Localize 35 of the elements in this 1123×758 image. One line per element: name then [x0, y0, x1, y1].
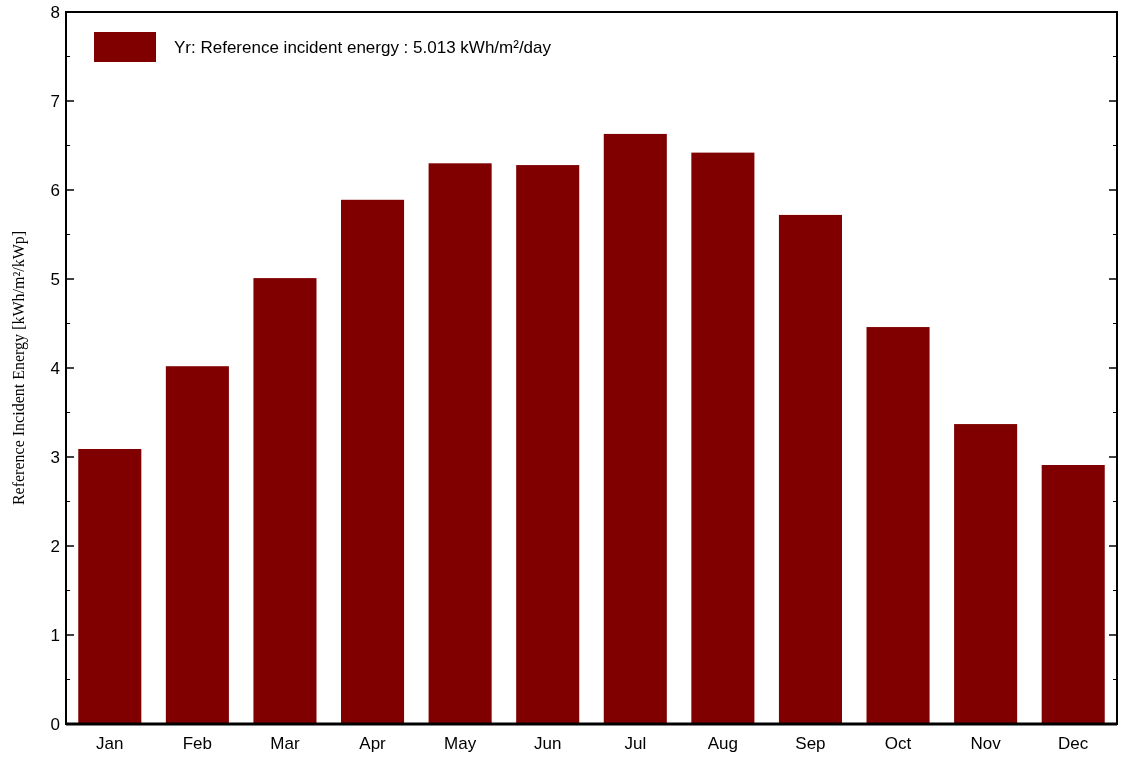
bar: [778, 214, 842, 724]
x-tick-label: Aug: [707, 734, 738, 753]
legend-label: Yr: Reference incident energy : 5.013 kWh/m²/day: [174, 37, 552, 57]
x-tick-label: Mar: [270, 734, 300, 753]
y-tick-label: 8: [50, 2, 60, 22]
y-tick-label: 2: [50, 536, 60, 556]
x-tick-label: Sep: [795, 734, 826, 753]
y-tick-label: 5: [50, 269, 60, 289]
bar: [954, 424, 1018, 724]
y-tick-label: 3: [50, 447, 60, 467]
x-tick-label: Jul: [624, 734, 647, 753]
bar: [428, 163, 492, 724]
bar: [1041, 465, 1105, 724]
bar: [78, 448, 142, 724]
bar: [691, 152, 755, 724]
y-tick-label: 4: [50, 358, 60, 378]
x-tick-label: Jun: [534, 734, 562, 753]
x-tick-label: Apr: [359, 734, 387, 753]
bar: [603, 133, 667, 724]
x-tick-label: May: [444, 734, 477, 753]
y-tick-label: 7: [50, 91, 60, 111]
y-tick-label: 6: [50, 180, 60, 200]
bar: [341, 199, 405, 724]
bar: [165, 366, 229, 724]
y-axis-title: Reference Incident Energy [kWh/m²/kWp]: [10, 230, 28, 506]
x-tick-label: Oct: [884, 734, 912, 753]
x-tick-label: Feb: [182, 734, 213, 753]
x-tick-label: Nov: [970, 734, 1002, 753]
x-tick-label: Dec: [1058, 734, 1089, 753]
x-tick-label: Jan: [96, 734, 124, 753]
bar: [866, 327, 930, 724]
y-tick-label: 0: [50, 714, 60, 734]
bar: [516, 165, 580, 724]
y-tick-label: 1: [50, 625, 60, 645]
bar: [253, 278, 317, 724]
